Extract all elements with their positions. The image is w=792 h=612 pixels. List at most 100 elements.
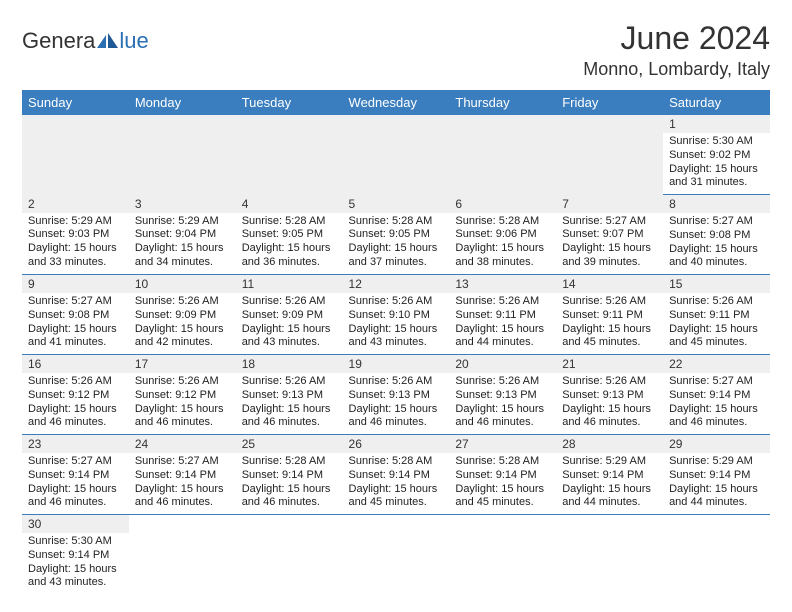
weekday-header-row: Sunday Monday Tuesday Wednesday Thursday… [22,90,770,115]
day-cell: 7Sunrise: 5:27 AMSunset: 9:07 PMDaylight… [556,195,663,275]
sunset-text: Sunset: 9:14 PM [562,469,657,483]
daylight-text: Daylight: 15 hours and 46 minutes. [28,403,123,431]
sunrise-text: Sunrise: 5:27 AM [28,455,123,469]
daylight-text: Daylight: 15 hours and 45 minutes. [349,483,444,511]
day-number: 18 [236,355,343,373]
day-cell [22,115,129,195]
sunset-text: Sunset: 9:09 PM [135,309,230,323]
sunrise-text: Sunrise: 5:26 AM [242,375,337,389]
day-cell [449,515,556,595]
daylight-text: Daylight: 15 hours and 33 minutes. [28,242,123,270]
day-content: Sunrise: 5:29 AMSunset: 9:04 PMDaylight:… [129,213,236,274]
sunrise-text: Sunrise: 5:30 AM [669,135,764,149]
sunset-text: Sunset: 9:11 PM [455,309,550,323]
sunset-text: Sunset: 9:14 PM [455,469,550,483]
day-cell: 24Sunrise: 5:27 AMSunset: 9:14 PMDayligh… [129,435,236,515]
sunset-text: Sunset: 9:11 PM [562,309,657,323]
day-cell: 9Sunrise: 5:27 AMSunset: 9:08 PMDaylight… [22,275,129,355]
sunrise-text: Sunrise: 5:26 AM [349,375,444,389]
sunset-text: Sunset: 9:14 PM [669,469,764,483]
day-content: Sunrise: 5:28 AMSunset: 9:06 PMDaylight:… [449,213,556,274]
day-cell: 27Sunrise: 5:28 AMSunset: 9:14 PMDayligh… [449,435,556,515]
sunset-text: Sunset: 9:04 PM [135,228,230,242]
day-content: Sunrise: 5:26 AMSunset: 9:13 PMDaylight:… [449,373,556,434]
week-row: 30Sunrise: 5:30 AMSunset: 9:14 PMDayligh… [22,515,770,595]
day-content: Sunrise: 5:26 AMSunset: 9:12 PMDaylight:… [22,373,129,434]
weekday-header: Saturday [663,90,770,115]
day-cell: 23Sunrise: 5:27 AMSunset: 9:14 PMDayligh… [22,435,129,515]
daylight-text: Daylight: 15 hours and 41 minutes. [28,323,123,351]
sunset-text: Sunset: 9:02 PM [669,149,764,163]
day-number: 26 [343,435,450,453]
day-cell [663,515,770,595]
daylight-text: Daylight: 15 hours and 46 minutes. [28,483,123,511]
day-content: Sunrise: 5:26 AMSunset: 9:11 PMDaylight:… [449,293,556,354]
day-cell: 19Sunrise: 5:26 AMSunset: 9:13 PMDayligh… [343,355,450,435]
daylight-text: Daylight: 15 hours and 45 minutes. [455,483,550,511]
sunrise-text: Sunrise: 5:30 AM [28,535,123,549]
header: Genera lue June 2024 Monno, Lombardy, It… [22,20,770,80]
logo-text-part1: Genera [22,28,95,54]
day-cell [449,115,556,195]
day-number: 11 [236,275,343,293]
sunrise-text: Sunrise: 5:27 AM [669,215,764,229]
day-cell: 16Sunrise: 5:26 AMSunset: 9:12 PMDayligh… [22,355,129,435]
day-content: Sunrise: 5:26 AMSunset: 9:11 PMDaylight:… [556,293,663,354]
sunrise-text: Sunrise: 5:26 AM [28,375,123,389]
sunrise-text: Sunrise: 5:27 AM [669,375,764,389]
day-cell: 14Sunrise: 5:26 AMSunset: 9:11 PMDayligh… [556,275,663,355]
sunrise-text: Sunrise: 5:26 AM [455,375,550,389]
title-block: June 2024 Monno, Lombardy, Italy [583,20,770,80]
day-number: 10 [129,275,236,293]
day-cell [556,115,663,195]
day-number: 4 [236,195,343,213]
weekday-header: Tuesday [236,90,343,115]
day-number: 15 [663,275,770,293]
week-row: 2Sunrise: 5:29 AMSunset: 9:03 PMDaylight… [22,195,770,275]
day-content: Sunrise: 5:26 AMSunset: 9:13 PMDaylight:… [236,373,343,434]
daylight-text: Daylight: 15 hours and 46 minutes. [135,403,230,431]
sunset-text: Sunset: 9:14 PM [669,389,764,403]
sunrise-text: Sunrise: 5:26 AM [135,375,230,389]
sunset-text: Sunset: 9:14 PM [28,469,123,483]
sunset-text: Sunset: 9:05 PM [242,228,337,242]
day-content: Sunrise: 5:29 AMSunset: 9:14 PMDaylight:… [556,453,663,514]
day-content: Sunrise: 5:27 AMSunset: 9:07 PMDaylight:… [556,213,663,274]
sunrise-text: Sunrise: 5:29 AM [135,215,230,229]
day-cell [236,115,343,195]
day-cell: 22Sunrise: 5:27 AMSunset: 9:14 PMDayligh… [663,355,770,435]
day-cell: 29Sunrise: 5:29 AMSunset: 9:14 PMDayligh… [663,435,770,515]
daylight-text: Daylight: 15 hours and 43 minutes. [349,323,444,351]
day-number: 27 [449,435,556,453]
day-number: 19 [343,355,450,373]
day-cell: 2Sunrise: 5:29 AMSunset: 9:03 PMDaylight… [22,195,129,275]
day-number: 14 [556,275,663,293]
day-number: 12 [343,275,450,293]
sunset-text: Sunset: 9:10 PM [349,309,444,323]
daylight-text: Daylight: 15 hours and 46 minutes. [135,483,230,511]
day-content: Sunrise: 5:26 AMSunset: 9:09 PMDaylight:… [236,293,343,354]
sunset-text: Sunset: 9:14 PM [28,549,123,563]
day-cell: 10Sunrise: 5:26 AMSunset: 9:09 PMDayligh… [129,275,236,355]
sunset-text: Sunset: 9:07 PM [562,228,657,242]
daylight-text: Daylight: 15 hours and 34 minutes. [135,242,230,270]
daylight-text: Daylight: 15 hours and 46 minutes. [349,403,444,431]
day-cell: 3Sunrise: 5:29 AMSunset: 9:04 PMDaylight… [129,195,236,275]
day-cell: 11Sunrise: 5:26 AMSunset: 9:09 PMDayligh… [236,275,343,355]
day-content: Sunrise: 5:28 AMSunset: 9:14 PMDaylight:… [236,453,343,514]
day-cell: 13Sunrise: 5:26 AMSunset: 9:11 PMDayligh… [449,275,556,355]
weekday-header: Thursday [449,90,556,115]
location: Monno, Lombardy, Italy [583,59,770,80]
daylight-text: Daylight: 15 hours and 38 minutes. [455,242,550,270]
logo-sail-icon [97,33,119,49]
daylight-text: Daylight: 15 hours and 44 minutes. [455,323,550,351]
weekday-header: Monday [129,90,236,115]
day-content: Sunrise: 5:26 AMSunset: 9:09 PMDaylight:… [129,293,236,354]
day-cell: 21Sunrise: 5:26 AMSunset: 9:13 PMDayligh… [556,355,663,435]
sunrise-text: Sunrise: 5:29 AM [669,455,764,469]
daylight-text: Daylight: 15 hours and 31 minutes. [669,163,764,191]
sunset-text: Sunset: 9:12 PM [135,389,230,403]
day-cell: 6Sunrise: 5:28 AMSunset: 9:06 PMDaylight… [449,195,556,275]
sunrise-text: Sunrise: 5:26 AM [669,295,764,309]
sunset-text: Sunset: 9:06 PM [455,228,550,242]
